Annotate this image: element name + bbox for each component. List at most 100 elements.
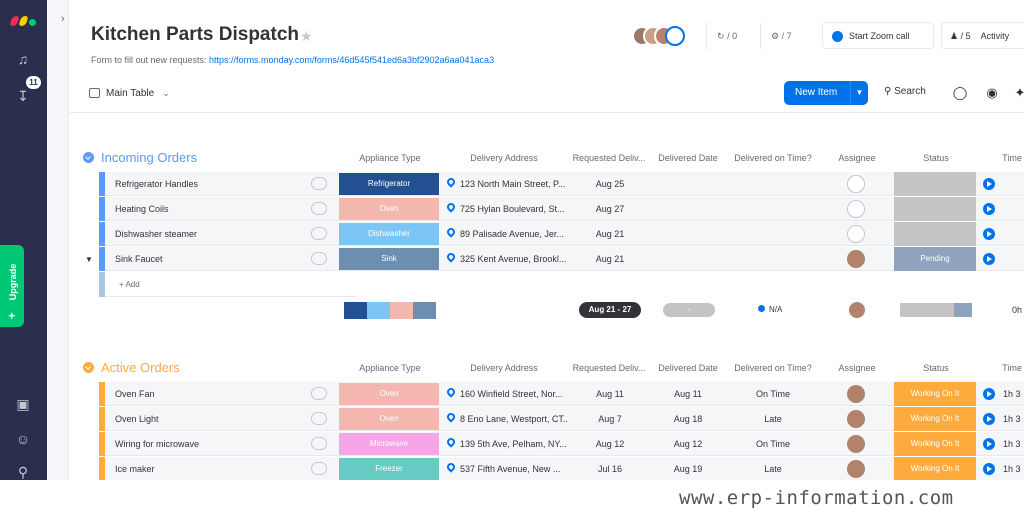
people-button[interactable]: ♟ / 5 Activity [941, 22, 1024, 49]
row-toggle-icon[interactable]: ▼ [85, 255, 93, 264]
status-label[interactable]: Working On It [894, 407, 976, 431]
delivered-date[interactable]: Aug 11 [674, 389, 702, 399]
status-label[interactable]: Working On It [894, 457, 976, 481]
inbox-icon[interactable]: ↧ [17, 88, 29, 104]
assignee-avatar[interactable] [847, 385, 865, 403]
appliance-label[interactable]: Oven [339, 198, 439, 220]
item-name[interactable]: Sink Faucet [115, 254, 163, 264]
on-time-status[interactable] [730, 172, 816, 196]
appliance-label[interactable]: Microwave [339, 433, 439, 455]
add-item-row[interactable]: + Add [99, 272, 356, 297]
delivered-date[interactable] [652, 247, 724, 271]
delivered-date[interactable] [652, 222, 724, 246]
conversation-icon[interactable] [311, 177, 327, 190]
chevron-right-icon[interactable]: › [61, 13, 65, 25]
delivery-address[interactable]: 89 Palisade Avenue, Jer... [460, 229, 564, 239]
table-row[interactable]: Oven Fan Oven 160 Winfield Street, Nor... A… [99, 382, 1024, 406]
bell-icon[interactable]: ♫ [17, 51, 29, 67]
column-header[interactable]: Delivered Date [658, 363, 718, 373]
item-name[interactable]: Dishwasher steamer [115, 229, 198, 239]
board-title[interactable]: Kitchen Parts Dispatch [91, 24, 299, 45]
timer-play-icon[interactable] [983, 203, 995, 215]
delivered-date[interactable] [652, 197, 724, 221]
item-name[interactable]: Ice maker [115, 464, 155, 474]
star-icon[interactable]: ★ [300, 28, 313, 44]
table-row[interactable]: Refrigerator Handles Refrigerator 123 Nort… [99, 172, 1024, 196]
appliance-label[interactable]: Oven [339, 383, 439, 405]
status-label[interactable] [894, 197, 976, 221]
conversation-icon[interactable] [311, 412, 327, 425]
add-item-label[interactable]: + Add [119, 280, 140, 289]
table-row[interactable]: Ice maker Freezer 537 Fifth Avenue, New ..… [99, 457, 1024, 481]
requested-date[interactable]: Aug 21 [595, 254, 625, 264]
column-header[interactable]: Delivered on Time? [734, 153, 812, 163]
requested-date[interactable]: Aug 25 [595, 179, 625, 189]
monday-logo[interactable] [9, 10, 37, 26]
timer-play-icon[interactable] [983, 413, 995, 425]
delivery-address[interactable]: 160 Winfield Street, Nor... [460, 389, 563, 399]
on-time-status[interactable] [730, 247, 816, 271]
table-row[interactable]: Oven Light Oven 8 Eno Lane, Westport, CT..… [99, 407, 1024, 431]
start-zoom-call-button[interactable]: Start Zoom call [822, 22, 934, 49]
delivery-address[interactable]: 325 Kent Avenue, Brookl... [460, 254, 567, 264]
column-header[interactable]: Assignee [838, 153, 876, 163]
empty-assignee-icon[interactable] [847, 175, 865, 193]
integrations-button[interactable]: ⚙ / 7 [760, 23, 815, 49]
appliance-label[interactable]: Sink [339, 248, 439, 270]
view-selector[interactable]: Main Table ⌄ [89, 85, 170, 102]
column-header[interactable]: Delivered on Time? [734, 363, 812, 373]
activity-count-button[interactable]: ↻ / 0 [706, 23, 756, 49]
delivery-address[interactable]: 123 North Main Street, P... [460, 179, 566, 189]
person-filter-icon[interactable]: ◯ [952, 85, 968, 100]
item-name[interactable]: Oven Fan [115, 389, 155, 399]
timer-play-icon[interactable] [983, 178, 995, 190]
upgrade-button[interactable]: Upgrade ✦ [0, 245, 24, 327]
board-members[interactable] [632, 26, 702, 46]
pin-icon[interactable]: ✦ [1014, 85, 1024, 100]
empty-assignee-icon[interactable] [847, 200, 865, 218]
status-label[interactable]: Pending [894, 247, 976, 271]
on-time-status[interactable] [730, 197, 816, 221]
delivered-date[interactable]: Aug 18 [673, 414, 703, 424]
search-icon[interactable]: ⚲ [17, 464, 29, 480]
form-link[interactable]: https://forms.monday.com/forms/46d545f54… [209, 55, 495, 65]
column-header[interactable]: Time [1002, 153, 1022, 163]
appliance-label[interactable]: Oven [339, 408, 439, 430]
column-header[interactable]: Status [923, 363, 949, 373]
empty-assignee-icon[interactable] [847, 225, 865, 243]
conversation-icon[interactable] [311, 387, 327, 400]
on-time-status[interactable]: Late [764, 414, 782, 424]
timer-play-icon[interactable] [983, 253, 995, 265]
appliance-label[interactable]: Refrigerator [339, 173, 439, 195]
delivery-address[interactable]: 8 Eno Lane, Westport, CT... [460, 414, 567, 424]
requested-date[interactable]: Aug 11 [596, 389, 624, 399]
item-name[interactable]: Oven Light [115, 414, 159, 424]
table-row[interactable]: Dishwasher steamer Dishwasher 89 Palisade … [99, 222, 1024, 246]
delivered-date[interactable] [652, 172, 724, 196]
on-time-status[interactable]: On Time [755, 439, 790, 449]
assignee-avatar[interactable] [847, 460, 865, 478]
item-name[interactable]: Heating Coils [115, 204, 169, 214]
table-row[interactable]: Sink Faucet Sink 325 Kent Avenue, Brookl..… [99, 247, 1024, 271]
collapse-group-icon[interactable] [83, 152, 94, 163]
requested-date[interactable]: Aug 27 [595, 204, 625, 214]
column-header[interactable]: Time [1002, 363, 1022, 373]
timer-play-icon[interactable] [983, 228, 995, 240]
delivered-date[interactable]: Aug 12 [673, 439, 703, 449]
eye-icon[interactable]: ◉ [986, 85, 998, 100]
requested-date[interactable]: Aug 21 [595, 229, 625, 239]
date-range-pill[interactable]: Aug 21 - 27 [579, 302, 641, 318]
on-time-status[interactable]: On Time [755, 389, 790, 399]
group-header[interactable]: Incoming Orders [83, 150, 197, 165]
group-title[interactable]: Incoming Orders [101, 150, 198, 165]
item-name[interactable]: Wiring for microwave [115, 439, 200, 449]
column-header[interactable]: Requested Deliv... [572, 153, 646, 163]
column-header[interactable]: Delivery Address [470, 153, 538, 163]
column-header[interactable]: Requested Deliv... [572, 363, 646, 373]
status-label[interactable]: Working On It [894, 382, 976, 406]
timer-play-icon[interactable] [983, 388, 995, 400]
requested-date[interactable]: Jul 16 [597, 464, 623, 474]
on-time-status[interactable]: Late [764, 464, 782, 474]
timer-play-icon[interactable] [983, 438, 995, 450]
assignee-avatar[interactable] [847, 410, 865, 428]
